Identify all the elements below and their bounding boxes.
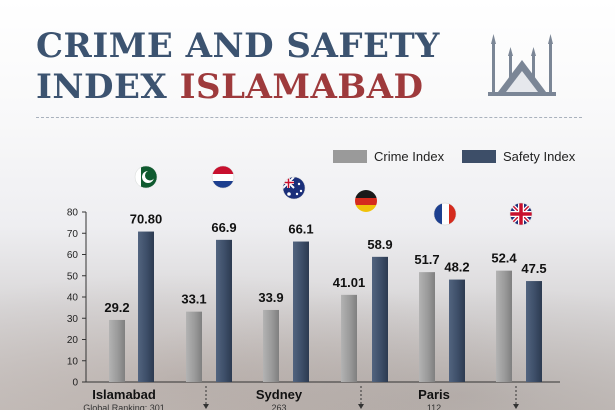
flag-netherlands-icon: [211, 165, 235, 189]
x-category-arrow: [203, 404, 209, 409]
page-title: CRIME AND SAFETY INDEX ISLAMABAD: [36, 26, 440, 108]
value-label-safety: 48.2: [444, 260, 469, 275]
bar-safety: [293, 241, 309, 382]
y-axis: 0 10 20 30 40 50 60 70 80: [67, 208, 87, 389]
bar-safety: [138, 231, 154, 382]
bar-safety: [526, 281, 542, 382]
flag-germany-icon: [355, 190, 377, 212]
title-line-2-prefix: INDEX: [36, 67, 180, 107]
y-tick-label: 50: [67, 271, 79, 282]
value-label-crime: 52.4: [491, 251, 517, 266]
flag-france-icon: [433, 202, 457, 226]
x-category-label: Sydney: [256, 387, 303, 402]
legend-item-crime: Crime Index: [333, 146, 444, 166]
y-tick-label: 20: [67, 335, 79, 346]
title-line-1: CRIME AND SAFETY: [36, 26, 440, 66]
value-label-safety: 66.1: [288, 222, 313, 237]
y-tick-label: 0: [72, 378, 78, 389]
legend-swatch-crime: [333, 149, 367, 163]
title-divider: [36, 117, 582, 118]
y-tick-label: 70: [67, 229, 79, 240]
value-label-crime: 51.7: [414, 252, 439, 267]
x-category-sublabel: 112: [427, 403, 441, 410]
x-category-sublabel: Global Ranking: 301: [83, 403, 165, 410]
flag-pakistan-icon: [134, 165, 158, 189]
legend-swatch-safety: [462, 149, 496, 163]
x-category-arrow: [513, 404, 519, 409]
x-category-sublabel: 263: [271, 403, 286, 410]
flag-uk-icon: [509, 202, 533, 226]
y-tick-label: 40: [67, 293, 79, 304]
y-tick-label: 10: [67, 356, 79, 367]
value-label-crime: 41.01: [333, 275, 366, 290]
flag-australia-icon: [282, 176, 306, 200]
bar-crime: [263, 309, 279, 382]
x-category-label: Paris: [418, 387, 450, 402]
bar-crime: [341, 294, 357, 382]
mosque-icon: [488, 34, 556, 96]
y-tick-label: 30: [67, 314, 79, 325]
y-tick-label: 80: [67, 208, 79, 219]
bar-safety: [372, 256, 388, 382]
y-tick-label: 60: [67, 250, 79, 261]
title-line-2-accent: ISLAMABAD: [179, 67, 424, 107]
bar-crime: [109, 319, 125, 382]
value-label-safety: 66.9: [211, 220, 236, 235]
legend-item-safety: Safety Index: [462, 146, 575, 166]
bar-safety: [449, 279, 465, 382]
bar-safety: [216, 239, 232, 382]
value-label-crime: 33.9: [258, 290, 283, 305]
x-category-label: Islamabad: [92, 387, 156, 402]
legend-label-crime: Crime Index: [374, 148, 445, 164]
value-label-safety: 47.5: [521, 261, 546, 276]
value-label-safety: 58.9: [367, 237, 392, 252]
x-category-arrow: [358, 404, 364, 409]
bar-crime: [496, 270, 512, 382]
legend-label-safety: Safety Index: [503, 148, 576, 164]
bar-crime: [419, 272, 435, 382]
value-label-safety: 70.80: [130, 212, 163, 227]
bar-crime: [186, 311, 202, 382]
value-label-crime: 29.2: [104, 300, 129, 315]
value-label-crime: 33.1: [181, 292, 206, 307]
